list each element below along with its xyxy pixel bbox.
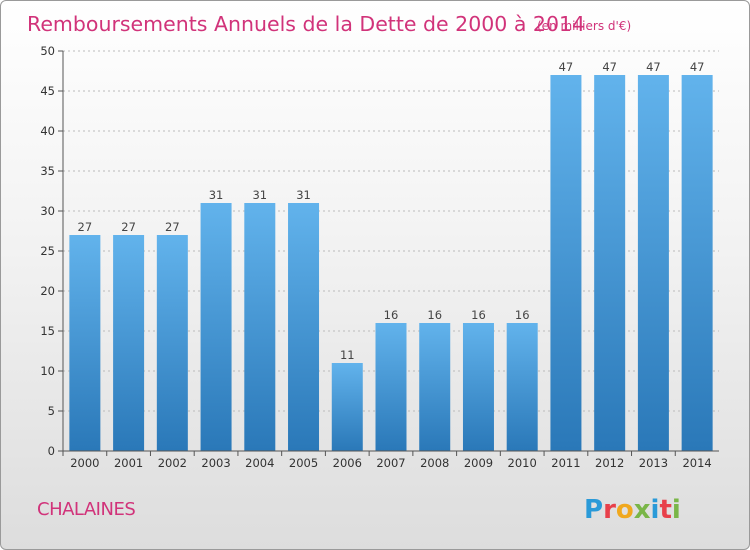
bar-2014 xyxy=(681,75,713,451)
x-tick-label-2006: 2006 xyxy=(333,456,362,470)
bar-2008 xyxy=(419,323,451,451)
x-axis-ticks: 2000 2001 2002 2003 2004 2005 2006 2007 2008 2009… xyxy=(62,451,712,470)
y-tick-label-45: 45 xyxy=(40,84,55,98)
y-tick-label-50: 50 xyxy=(40,44,55,58)
bar-2002 xyxy=(156,235,188,451)
logo-letter-1: r xyxy=(603,495,616,525)
bar-2013 xyxy=(637,75,669,451)
x-tick-label-2001: 2001 xyxy=(114,456,143,470)
bar-2006 xyxy=(331,363,363,451)
logo-letter-4: i xyxy=(651,495,660,525)
x-tick-label-2010: 2010 xyxy=(508,456,537,470)
bar-2007 xyxy=(375,323,407,451)
proxiti-logo: Proxiti xyxy=(584,495,681,525)
bar-2011 xyxy=(550,75,582,451)
x-tick-label-2003: 2003 xyxy=(201,456,230,470)
x-tick-label-2004: 2004 xyxy=(245,456,274,470)
y-axis-ticks: 0 5 10 15 20 25 30 35 40 45 50 xyxy=(40,44,63,458)
data-label-2012: 47 xyxy=(602,60,617,74)
x-tick-label-2002: 2002 xyxy=(158,456,187,470)
x-tick-label-2005: 2005 xyxy=(289,456,318,470)
bar-2010 xyxy=(506,323,538,451)
y-tick-label-30: 30 xyxy=(40,204,55,218)
data-label-2014: 47 xyxy=(690,60,705,74)
data-label-2005: 31 xyxy=(296,188,311,202)
data-label-2011: 47 xyxy=(559,60,574,74)
y-tick-label-15: 15 xyxy=(40,324,55,338)
x-tick-label-2012: 2012 xyxy=(595,456,624,470)
data-label-2010: 16 xyxy=(515,308,530,322)
bar-2012 xyxy=(594,75,626,451)
axes xyxy=(62,51,719,452)
data-label-2001: 27 xyxy=(121,220,136,234)
data-label-2004: 31 xyxy=(252,188,267,202)
logo-letter-6: i xyxy=(672,495,681,525)
bar-2004 xyxy=(244,203,276,451)
x-tick-label-2007: 2007 xyxy=(376,456,405,470)
bar-2000 xyxy=(69,235,101,451)
y-tick-label-0: 0 xyxy=(48,444,55,458)
y-tick-label-40: 40 xyxy=(40,124,55,138)
logo-letter-3: x xyxy=(634,495,651,525)
data-label-2009: 16 xyxy=(471,308,486,322)
y-tick-label-35: 35 xyxy=(40,164,55,178)
logo-letter-0: P xyxy=(584,495,603,525)
y-tick-label-20: 20 xyxy=(40,284,55,298)
bar-2009 xyxy=(462,323,494,451)
x-tick-label-2013: 2013 xyxy=(639,456,668,470)
data-label-2000: 27 xyxy=(78,220,93,234)
x-tick-label-2011: 2011 xyxy=(551,456,580,470)
data-label-2007: 16 xyxy=(384,308,399,322)
data-label-2013: 47 xyxy=(646,60,661,74)
x-tick-label-2000: 2000 xyxy=(70,456,99,470)
bar-2003 xyxy=(200,203,232,451)
logo-letter-5: t xyxy=(659,495,671,525)
data-labels: 27 27 27 31 31 31 11 16 16 16 16 47 47 47 47 xyxy=(78,60,705,362)
y-tick-label-25: 25 xyxy=(40,244,55,258)
y-tick-label-10: 10 xyxy=(40,364,55,378)
chart-title: Remboursements Annuels de la Dette de 20… xyxy=(27,12,585,36)
data-label-2002: 27 xyxy=(165,220,180,234)
data-label-2003: 31 xyxy=(209,188,224,202)
x-tick-label-2014: 2014 xyxy=(682,456,711,470)
data-label-2008: 16 xyxy=(427,308,442,322)
y-tick-label-5: 5 xyxy=(48,404,55,418)
x-tick-label-2008: 2008 xyxy=(420,456,449,470)
logo-letter-2: o xyxy=(616,495,634,525)
chart-unit: (en milliers d'€) xyxy=(537,19,631,33)
commune-name: CHALAINES xyxy=(37,499,135,520)
x-tick-label-2009: 2009 xyxy=(464,456,493,470)
bar-2005 xyxy=(288,203,320,451)
bars xyxy=(69,75,713,451)
data-label-2006: 11 xyxy=(340,348,355,362)
bar-2001 xyxy=(113,235,145,451)
